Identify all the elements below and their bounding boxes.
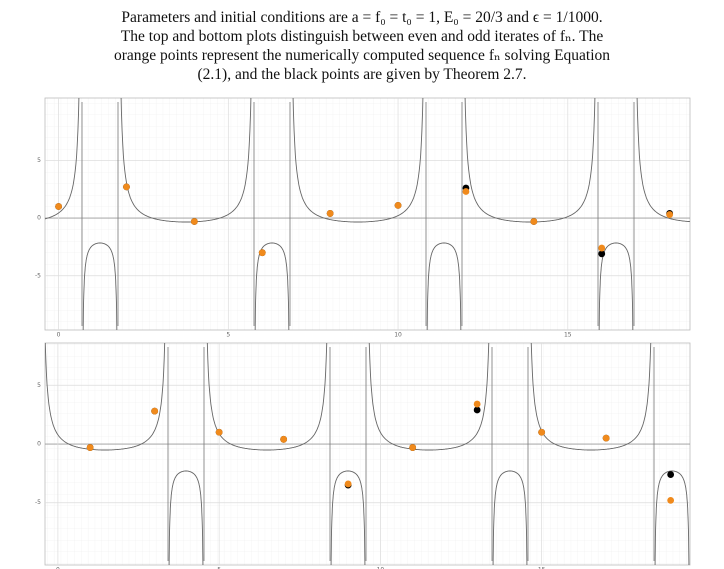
x-tick-label: 0 (57, 332, 61, 339)
y-tick-label: 0 (37, 441, 41, 448)
data-point (258, 249, 266, 257)
data-point (394, 201, 402, 209)
data-point (55, 203, 62, 210)
data-point (538, 428, 546, 436)
data-point (86, 444, 94, 451)
y-tick-label: 5 (37, 157, 41, 164)
y-tick-label: 5 (37, 382, 41, 389)
x-tick-label: 15 (564, 332, 572, 339)
plot-area (44, 342, 691, 566)
curve (45, 343, 690, 565)
curve (45, 98, 690, 330)
x-tick-label: 10 (377, 567, 385, 569)
y-tick-label: 0 (37, 215, 41, 222)
data-point (598, 244, 606, 252)
data-point (666, 211, 674, 218)
data-point (667, 496, 675, 504)
plot-area (44, 97, 691, 331)
data-point (473, 406, 481, 414)
x-tick-label: 15 (538, 567, 546, 569)
data-point (602, 434, 610, 442)
data-point (123, 183, 130, 191)
y-tick-label: -5 (35, 499, 41, 506)
curve-group (45, 98, 690, 330)
caption-line: orange points represent the numerically … (113, 47, 611, 64)
x-tick-label: 5 (226, 332, 230, 339)
data-point (462, 188, 470, 195)
data-point (190, 218, 198, 225)
x-tick-label: 10 (394, 332, 402, 339)
data-point (667, 471, 675, 478)
data-point (326, 210, 334, 217)
caption-line: Parameters and initial conditions are a … (121, 9, 603, 26)
y-tick-label: -5 (35, 272, 41, 279)
data-point (598, 250, 606, 258)
data-point (280, 435, 288, 443)
curve-group (45, 343, 690, 565)
plot: -5 0 5 0 5 10 15 (35, 97, 691, 339)
data-point (344, 480, 352, 488)
data-point (151, 407, 159, 415)
data-point (409, 444, 417, 451)
x-tick-label: 0 (56, 567, 60, 569)
caption-line: (2.1), and the black points are given by… (197, 66, 527, 83)
plot: -5 0 5 0 5 10 15 (35, 342, 691, 569)
data-point (530, 218, 538, 225)
data-point (473, 400, 481, 408)
data-point (215, 428, 223, 436)
caption-line: The top and bottom plots distinguish bet… (120, 28, 604, 45)
x-tick-label: 5 (217, 567, 221, 569)
